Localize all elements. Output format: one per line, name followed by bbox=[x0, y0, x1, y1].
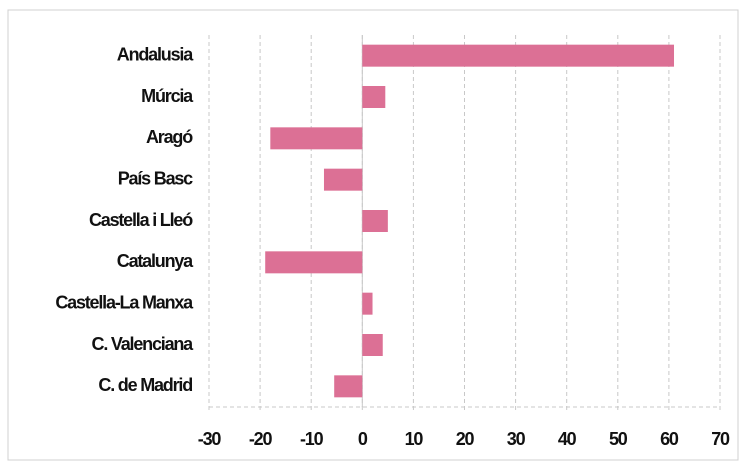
x-tick-label: 0 bbox=[358, 429, 368, 449]
x-tick-label: 60 bbox=[660, 429, 679, 449]
bar bbox=[362, 210, 388, 232]
bar bbox=[362, 334, 383, 356]
y-tick-label: País Basc bbox=[118, 168, 193, 188]
x-tick-label: -20 bbox=[249, 429, 273, 449]
x-tick-label: 50 bbox=[609, 429, 628, 449]
x-tick-label: 20 bbox=[456, 429, 475, 449]
x-tick-label: -10 bbox=[300, 429, 324, 449]
bar bbox=[362, 44, 675, 67]
x-tick-label: 70 bbox=[711, 429, 730, 449]
y-tick-label: Aragó bbox=[146, 127, 193, 147]
bar bbox=[362, 86, 386, 108]
frame bbox=[7, 9, 739, 461]
y-tick-label: C. de Madrid bbox=[98, 375, 192, 395]
x-tick-label: 30 bbox=[507, 429, 526, 449]
y-tick-label: C. Valenciana bbox=[92, 334, 195, 354]
y-tick-label: Catalunya bbox=[117, 251, 194, 271]
x-tick-label: 40 bbox=[558, 429, 577, 449]
y-tick-label: Andalusia bbox=[117, 44, 194, 64]
bar bbox=[323, 168, 363, 191]
y-tick-label: Castella-La Manxa bbox=[55, 292, 194, 312]
bar bbox=[265, 251, 363, 274]
y-tick-label: Múrcia bbox=[141, 86, 194, 106]
bar bbox=[334, 375, 363, 398]
bar bbox=[270, 127, 363, 150]
x-tick-label: -30 bbox=[198, 429, 222, 449]
bar bbox=[362, 292, 373, 315]
x-tick-label: 10 bbox=[405, 429, 424, 449]
y-tick-label: Castella i Lleó bbox=[89, 210, 193, 230]
